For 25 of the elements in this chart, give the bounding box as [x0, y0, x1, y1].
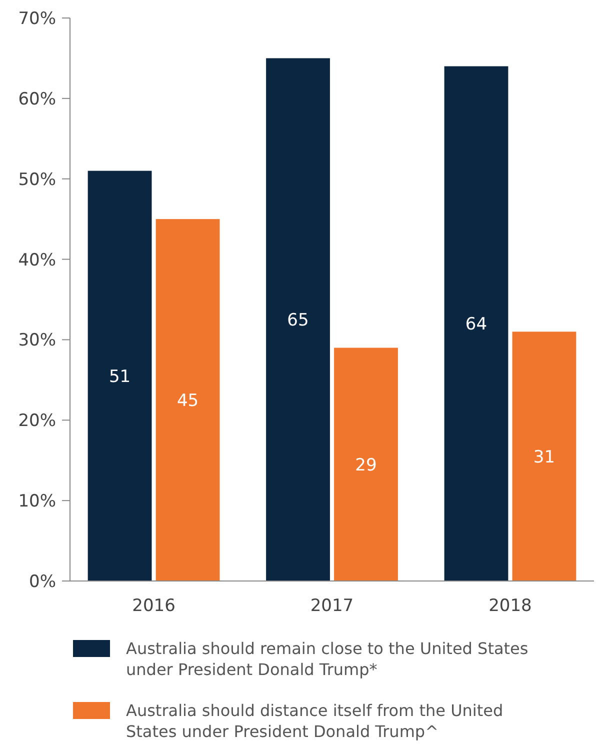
- y-tick-label: 60%: [18, 89, 56, 110]
- y-tick-label: 30%: [18, 330, 56, 351]
- data-label: 29: [355, 455, 377, 476]
- legend-label: Australia should distance itself from the United States under President Donald Trump^: [126, 701, 504, 741]
- bar: [88, 170, 152, 581]
- x-tick-label: 2017: [310, 596, 354, 616]
- bar: [266, 58, 330, 581]
- x-tick-label: 2018: [488, 596, 532, 616]
- y-tick-label: 10%: [18, 492, 56, 512]
- y-tick-label: 20%: [18, 411, 56, 432]
- bar: [334, 348, 398, 581]
- data-label: 65: [287, 310, 309, 331]
- data-label: 45: [176, 391, 199, 412]
- y-tick-label: 0%: [29, 572, 56, 592]
- data-label: 31: [533, 447, 556, 468]
- bar: [156, 219, 220, 581]
- y-tick-label: 70%: [18, 9, 56, 29]
- legend-label: Australia should remain close to the United States under President Donald Trump*: [126, 639, 528, 679]
- data-label: 64: [465, 314, 488, 335]
- data-label: 51: [108, 366, 131, 387]
- y-tick-label: 40%: [18, 250, 56, 270]
- bar: [512, 332, 576, 581]
- y-tick-label: 50%: [18, 170, 56, 190]
- x-tick-label: 2016: [132, 596, 176, 616]
- bar: [444, 66, 508, 581]
